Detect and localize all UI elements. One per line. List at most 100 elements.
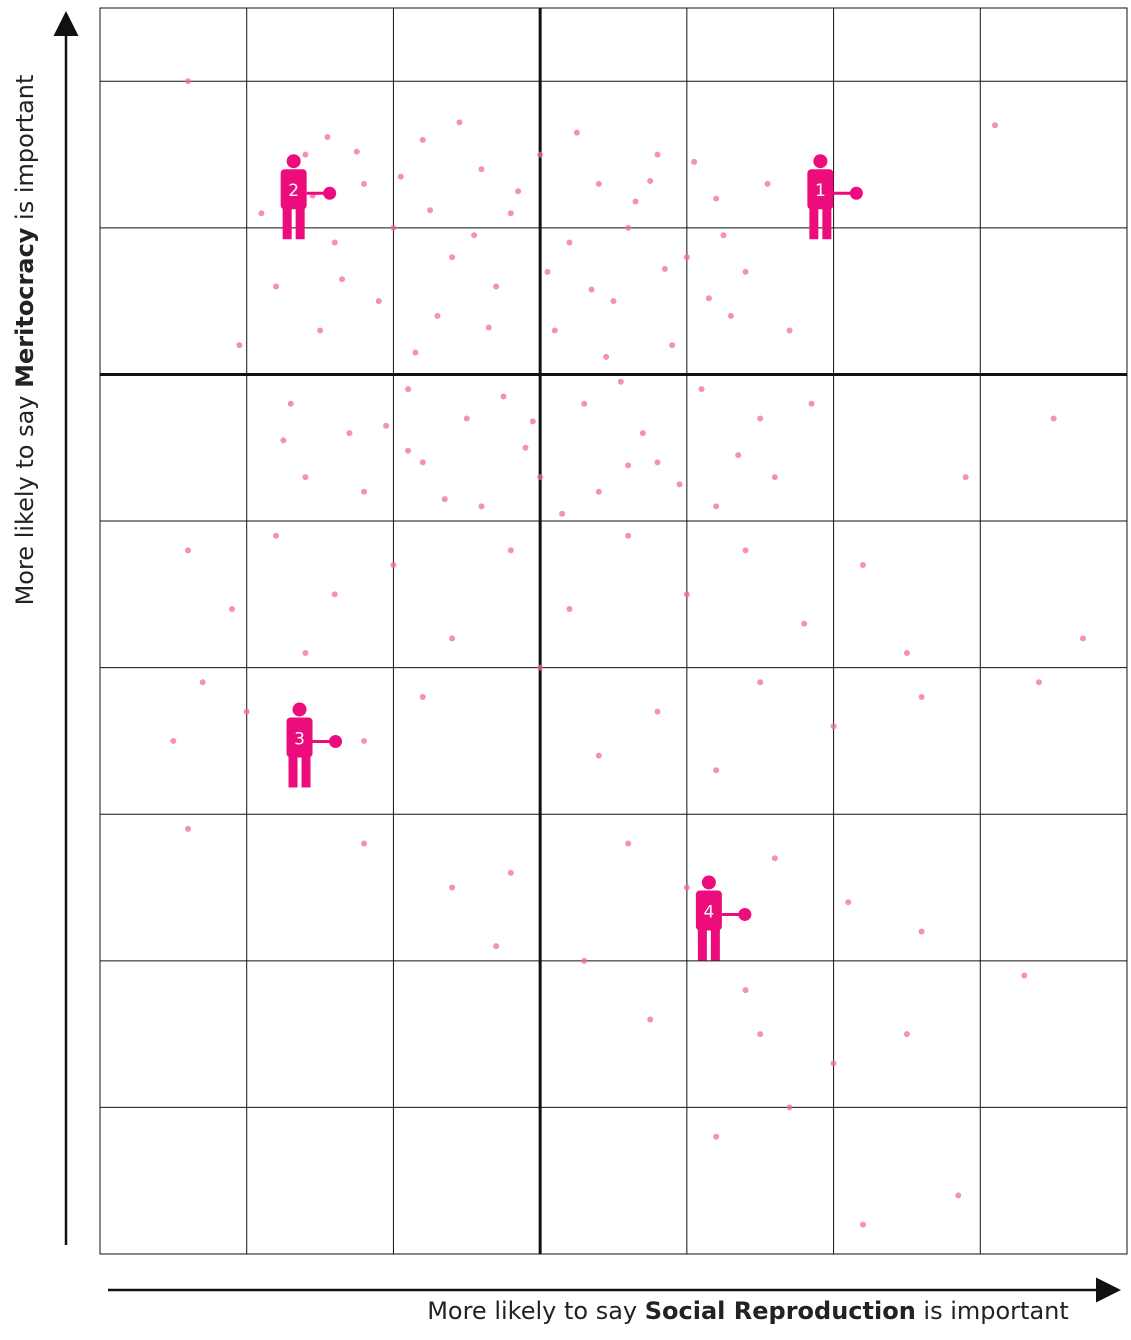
dot [331,239,338,246]
dot [236,342,243,349]
dot [647,177,654,184]
dot [757,679,764,686]
dot [581,400,588,407]
dot [962,474,969,481]
person-leg [809,207,819,240]
dot [625,462,632,469]
dot [713,195,720,202]
person-label: 3 [294,729,305,749]
dot [691,158,698,165]
dot [353,148,360,155]
dot [918,693,925,700]
dot [771,474,778,481]
dot [317,327,324,334]
dot [449,635,456,642]
dot [683,884,690,891]
dot [441,496,448,503]
dot [808,400,815,407]
dot [185,547,192,554]
dot [405,386,412,393]
dot [764,180,771,187]
dot [595,180,602,187]
dot [471,232,478,239]
dot [705,295,712,302]
dot [478,166,485,173]
dot [493,943,500,950]
dot [617,378,624,385]
person-leg [697,928,707,961]
dot [273,283,280,290]
dot [845,899,852,906]
dot [625,224,632,231]
dot [588,286,595,293]
person-head [813,154,828,169]
dot [280,437,287,444]
person-marker: 2 [280,154,337,240]
dot [955,1192,962,1199]
y-label-part: is important [11,75,39,228]
dot [361,737,368,744]
dot [859,562,866,569]
dot [346,430,353,437]
dot [419,459,426,466]
dot [1035,679,1042,686]
dot [654,151,661,158]
dot [419,693,426,700]
dot [339,276,346,283]
dot [683,591,690,598]
dot [918,928,925,935]
person-label: 2 [288,181,299,201]
dot [522,444,529,451]
person-body [280,169,307,210]
dot [786,1104,793,1111]
dot [625,840,632,847]
person-marker: 3 [286,702,343,788]
dot [537,664,544,671]
dot [603,353,610,360]
dot [698,386,705,393]
dot [559,510,566,517]
dot [537,151,544,158]
dot [1079,635,1086,642]
dot [390,224,397,231]
dot [500,393,507,400]
dot [229,606,236,613]
dot [170,737,177,744]
person-label: 1 [815,181,826,201]
person-head [701,875,716,890]
dot [456,119,463,126]
dot [397,173,404,180]
dot [742,987,749,994]
dot [625,532,632,539]
dot [412,349,419,356]
dot [727,312,734,319]
dot [581,957,588,964]
person-head [292,702,307,717]
dot [669,342,676,349]
dot [302,474,309,481]
x-label-part: Social Reproduction [645,1297,916,1325]
x-label-part: is important [916,1297,1069,1325]
dot [273,532,280,539]
dot [595,752,602,759]
pin-head [738,907,752,921]
person-leg [295,207,305,240]
person-body [695,890,722,931]
dot [185,78,192,85]
dot [683,254,690,261]
pin-head [849,186,863,200]
pin-head [323,186,337,200]
dot [287,400,294,407]
dot [661,265,668,272]
dot [713,503,720,510]
dot [830,723,837,730]
dot [632,198,639,205]
person-marker: 1 [807,154,863,240]
dot [544,268,551,275]
dot [185,825,192,832]
dot [771,855,778,862]
dot [595,488,602,495]
dot [830,1060,837,1067]
dot [551,327,558,334]
